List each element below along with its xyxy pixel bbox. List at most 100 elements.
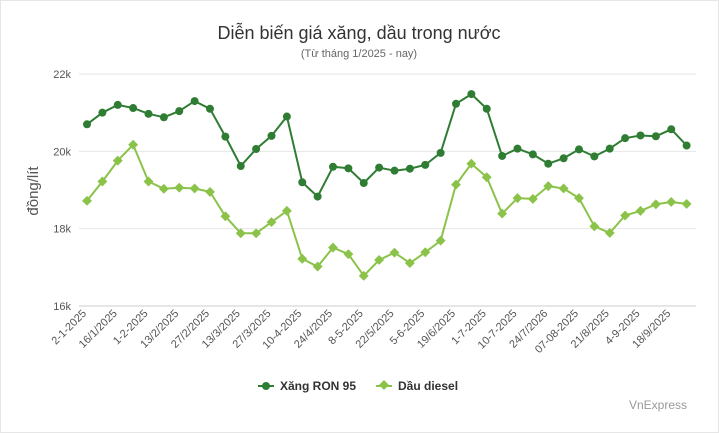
data-point[interactable] — [329, 162, 337, 171]
y-tick-label: 20k — [53, 146, 71, 158]
data-point[interactable] — [389, 247, 400, 258]
data-point[interactable] — [620, 210, 631, 221]
data-point[interactable] — [83, 120, 91, 129]
legend-item-dau-diesel[interactable]: Dầu diesel — [376, 379, 458, 393]
data-point[interactable] — [404, 258, 415, 269]
data-point[interactable] — [312, 261, 323, 272]
data-point[interactable] — [543, 181, 554, 192]
data-point[interactable] — [513, 144, 522, 153]
data-point[interactable] — [282, 112, 291, 121]
data-point[interactable] — [251, 228, 262, 239]
data-point[interactable] — [313, 192, 322, 201]
data-point[interactable] — [482, 104, 491, 113]
x-axis-ticks: 2-1-202516/1/20251-2-202513/2/202527/2/2… — [49, 308, 673, 356]
legend-label-diesel: Dầu diesel — [398, 379, 458, 393]
data-point[interactable] — [206, 104, 214, 113]
data-point[interactable] — [113, 100, 122, 109]
data-point[interactable] — [159, 113, 168, 122]
series-dau-diesel — [82, 139, 692, 281]
legend-marker-xang — [262, 382, 270, 390]
data-point[interactable] — [604, 227, 615, 238]
data-point[interactable] — [97, 176, 108, 187]
data-point[interactable] — [98, 108, 107, 117]
data-point[interactable] — [605, 144, 614, 153]
data-point[interactable] — [375, 163, 384, 172]
data-point[interactable] — [635, 205, 646, 216]
y-tick-label: 22k — [53, 69, 71, 81]
data-point[interactable] — [359, 179, 368, 188]
data-point[interactable] — [344, 164, 353, 173]
chart-subtitle: (Từ tháng 1/2025 - nay) — [301, 48, 417, 60]
data-point[interactable] — [144, 109, 153, 118]
data-point[interactable] — [651, 132, 660, 141]
data-point[interactable] — [589, 221, 600, 232]
data-point[interactable] — [252, 145, 261, 154]
data-point[interactable] — [544, 159, 553, 168]
data-point[interactable] — [82, 195, 92, 206]
data-point[interactable] — [575, 145, 583, 154]
data-point[interactable] — [590, 152, 599, 161]
data-point[interactable] — [467, 90, 476, 99]
data-point[interactable] — [466, 158, 477, 169]
data-point[interactable] — [112, 155, 123, 166]
data-point[interactable] — [129, 104, 138, 113]
data-point[interactable] — [435, 235, 446, 246]
data-point[interactable] — [681, 198, 692, 209]
data-point[interactable] — [481, 172, 492, 183]
y-axis-label: đồng/lít — [25, 166, 42, 216]
data-point[interactable] — [298, 178, 307, 187]
data-point[interactable] — [158, 183, 169, 194]
data-point[interactable] — [175, 107, 184, 116]
data-point[interactable] — [452, 99, 460, 108]
data-point[interactable] — [189, 183, 200, 194]
legend-item-xang-ron-95[interactable]: Xăng RON 95 — [258, 379, 356, 393]
y-axis-ticks: 16k 18k 20k 22k — [53, 69, 71, 313]
data-point[interactable] — [512, 193, 523, 204]
data-point[interactable] — [236, 162, 245, 171]
series-line — [86, 143, 687, 277]
data-point[interactable] — [636, 131, 645, 140]
chart-title: Diễn biến giá xăng, dầu trong nước — [217, 22, 500, 43]
series-xang-ron-95 — [83, 90, 691, 201]
y-tick-label: 16k — [53, 301, 71, 313]
data-point[interactable] — [297, 253, 308, 264]
data-point[interactable] — [498, 151, 507, 160]
data-point[interactable] — [220, 211, 231, 222]
data-point[interactable] — [528, 150, 537, 159]
data-point[interactable] — [221, 132, 230, 141]
series-layer — [82, 90, 692, 281]
series-line — [86, 93, 688, 198]
grid-lines — [79, 73, 696, 307]
data-point[interactable] — [143, 176, 154, 187]
data-point[interactable] — [266, 217, 277, 228]
data-point[interactable] — [281, 205, 292, 216]
credit-text: VnExpress — [629, 398, 687, 412]
data-point[interactable] — [497, 208, 508, 219]
data-point[interactable] — [436, 148, 445, 157]
data-point[interactable] — [174, 182, 185, 193]
data-point[interactable] — [574, 193, 584, 204]
data-point[interactable] — [328, 242, 338, 253]
data-point[interactable] — [405, 164, 414, 173]
data-point[interactable] — [128, 139, 139, 150]
data-point[interactable] — [559, 154, 568, 163]
data-point[interactable] — [621, 134, 630, 143]
data-point[interactable] — [190, 97, 199, 106]
data-point[interactable] — [421, 160, 430, 169]
data-point[interactable] — [667, 125, 676, 134]
data-point[interactable] — [205, 186, 215, 197]
legend: Xăng RON 95 Dầu diesel — [258, 379, 458, 393]
data-point[interactable] — [267, 131, 276, 140]
data-point[interactable] — [235, 228, 246, 239]
data-point[interactable] — [527, 193, 538, 204]
data-point[interactable] — [682, 141, 691, 150]
data-point[interactable] — [666, 197, 677, 207]
data-point[interactable] — [650, 199, 661, 210]
data-point[interactable] — [358, 270, 369, 281]
data-point[interactable] — [390, 166, 399, 175]
data-point[interactable] — [420, 247, 431, 258]
data-point[interactable] — [558, 183, 569, 194]
data-point[interactable] — [451, 179, 461, 190]
